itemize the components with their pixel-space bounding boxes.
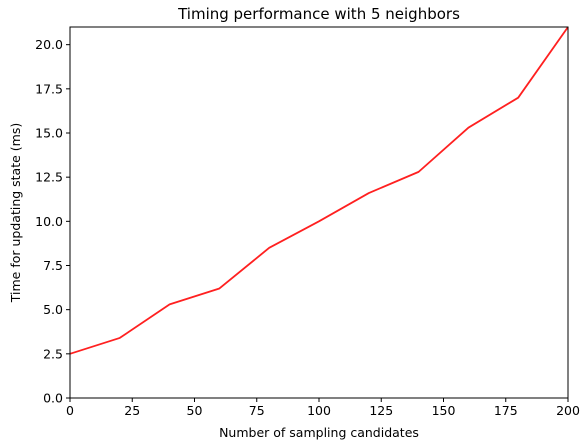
series-line	[69, 26, 569, 355]
y-axis-ticks: 0.0 2.5 5.0 7.5 10.0 12.5 15.0 17.5 20.0	[35, 37, 70, 406]
y-tick-label: 17.5	[35, 81, 63, 96]
y-axis-label: Time for updating state (ms)	[8, 123, 23, 303]
y-tick-label: 0.0	[43, 391, 63, 406]
x-axis-ticks: 0 25 50 75 100 125 150 175 200	[66, 398, 580, 418]
y-tick-label: 12.5	[35, 170, 63, 185]
y-tick-label: 2.5	[43, 346, 63, 361]
plot-frame	[69, 26, 569, 399]
x-tick-label: 175	[494, 403, 518, 418]
y-tick-label: 20.0	[35, 37, 63, 52]
x-tick-label: 200	[556, 403, 580, 418]
plot-area	[70, 27, 568, 398]
x-tick-label: 75	[249, 403, 265, 418]
x-axis-label: Number of sampling candidates	[219, 425, 419, 440]
y-tick-label: 7.5	[43, 258, 63, 273]
x-tick-label: 25	[124, 403, 140, 418]
chart-series	[69, 26, 569, 355]
x-tick-label: 0	[66, 403, 74, 418]
y-tick-label: 15.0	[35, 126, 63, 141]
y-tick-label: 10.0	[35, 214, 63, 229]
chart-title: Timing performance with 5 neighbors	[177, 5, 460, 23]
x-tick-label: 150	[432, 403, 456, 418]
x-tick-label: 50	[187, 403, 203, 418]
x-tick-label: 100	[307, 403, 331, 418]
x-tick-label: 125	[369, 403, 393, 418]
y-tick-label: 5.0	[43, 302, 63, 317]
